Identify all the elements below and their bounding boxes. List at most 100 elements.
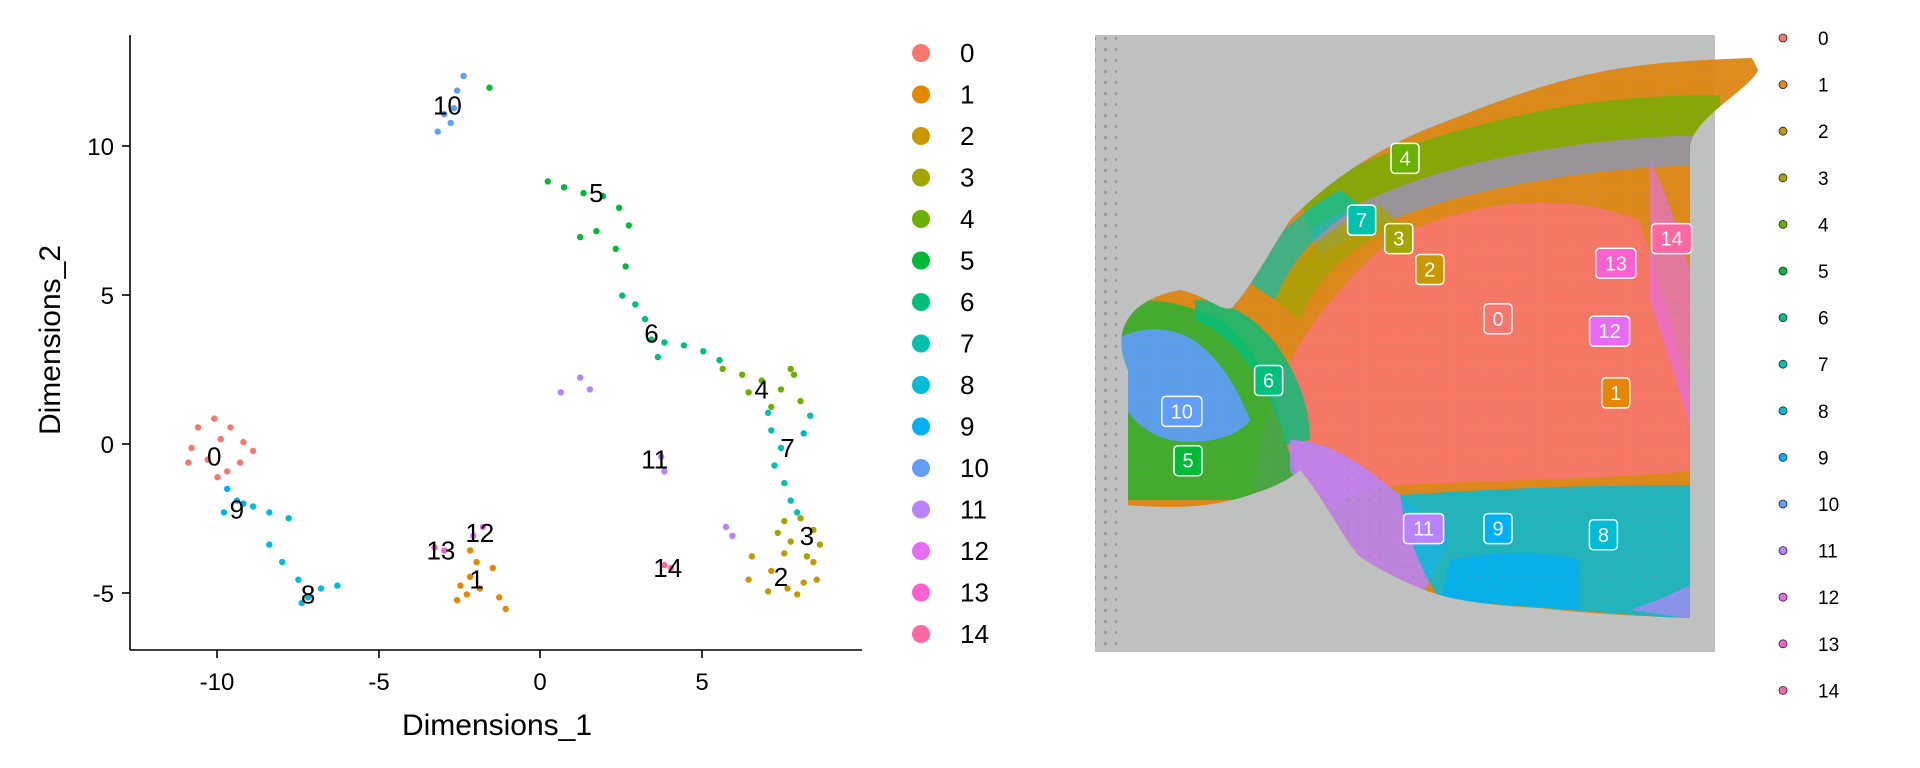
scatter-point-cluster-7 <box>768 427 775 434</box>
spatial-label-text: 7 <box>1356 210 1367 232</box>
scatter-point-cluster-5 <box>625 222 632 229</box>
scatter-point-cluster-0 <box>188 444 195 452</box>
spatial-label-group: 7 <box>1346 204 1377 236</box>
scatter-point-cluster-1 <box>457 582 464 589</box>
legend-label: 9 <box>1818 448 1829 469</box>
spatial-label-box <box>1384 222 1414 255</box>
scatter-point-cluster-9 <box>240 500 247 507</box>
scatter-point-cluster-1 <box>466 547 474 554</box>
legend-label: 2 <box>1818 122 1829 143</box>
scatter-point-cluster-8 <box>317 585 325 592</box>
scatter-point-cluster-5 <box>615 204 623 211</box>
scatter-point-cluster-1 <box>473 558 480 566</box>
scatter-point-cluster-5 <box>593 228 600 235</box>
legend-label: 8 <box>960 370 974 400</box>
spatial-label-group: 2 <box>1415 253 1445 286</box>
cluster-label: 5 <box>589 178 603 208</box>
legend-key <box>912 500 930 519</box>
legend-key <box>912 127 930 145</box>
scatter-point-cluster-4 <box>777 386 785 393</box>
scatter-point-cluster-3 <box>797 515 804 522</box>
spatial-label-text: 2 <box>1424 260 1435 282</box>
scatter-point-cluster-6 <box>641 315 649 323</box>
scatter-point-cluster-0 <box>224 468 231 475</box>
cluster-label: 2 <box>774 562 788 592</box>
spatial-label-box <box>1483 303 1513 335</box>
scatter-point-cluster-2 <box>748 553 756 560</box>
scatter-point-cluster-6 <box>716 356 723 364</box>
legend-label: 5 <box>960 246 974 276</box>
scatter-point-cluster-0 <box>211 415 218 422</box>
scatter-point-cluster-0 <box>194 424 202 431</box>
legend-key <box>1778 80 1788 89</box>
spatial-label-box <box>1601 377 1631 409</box>
spatial-label-box <box>1346 204 1377 236</box>
scatter-point-cluster-3 <box>810 526 817 534</box>
scatter-point-cluster-8 <box>279 558 286 566</box>
legend-label: 4 <box>1818 215 1829 236</box>
spatial-label-box <box>1588 315 1631 347</box>
spatial-label-group: 4 <box>1390 142 1420 175</box>
scatter-point-cluster-11 <box>658 453 665 460</box>
scatter-point-cluster-1 <box>489 564 496 572</box>
legend-label: 11 <box>1818 542 1838 563</box>
scatter-point-cluster-4 <box>768 403 775 411</box>
y-ticks: -5 0 5 10 <box>87 134 130 608</box>
spatial-label-group: 9 <box>1483 512 1513 545</box>
cluster-label: 14 <box>653 553 682 583</box>
legend-label: 13 <box>1818 635 1839 656</box>
cluster-label: 11 <box>641 445 668 475</box>
scatter-point-cluster-10 <box>434 128 441 135</box>
scatter-point-cluster-10 <box>453 87 461 94</box>
spatial-label-group: 11 <box>1402 512 1445 545</box>
cluster-label: 8 <box>301 579 315 609</box>
scatter-point-cluster-7 <box>787 497 794 504</box>
scatter-point-cluster-5 <box>577 233 584 241</box>
legend-label: 7 <box>1818 355 1829 376</box>
scatter-point-cluster-3 <box>816 541 824 548</box>
legend-key <box>1778 173 1788 183</box>
legend-label: 5 <box>1818 262 1829 283</box>
scatter-point-cluster-8 <box>266 541 273 548</box>
spatial-label-box <box>1650 222 1693 255</box>
scatter-point-cluster-11 <box>661 468 668 475</box>
spatial-label-box <box>1595 247 1637 280</box>
legend-key <box>1778 33 1788 43</box>
spatial-label-text: 1 <box>1610 383 1621 405</box>
legend-key <box>912 542 930 560</box>
scatter-point-cluster-1 <box>463 591 470 598</box>
legend-key <box>1778 499 1788 509</box>
umap-points <box>185 72 824 613</box>
legend-key <box>912 583 930 602</box>
scatter-point-cluster-11 <box>577 374 584 381</box>
scatter-point-cluster-6 <box>654 353 662 361</box>
legend-key <box>1778 266 1788 276</box>
legend-label: 3 <box>960 163 974 193</box>
cluster-label: 7 <box>780 433 794 463</box>
scatter-point-cluster-10 <box>441 110 448 118</box>
legend-key <box>1778 219 1788 229</box>
scatter-point-cluster-2 <box>784 585 791 592</box>
spatial-label-text: 9 <box>1492 519 1503 541</box>
scatter-point-cluster-4 <box>745 389 752 396</box>
scatter-point-cluster-5 <box>599 192 607 200</box>
scatter-point-cluster-7 <box>800 430 807 437</box>
scatter-point-cluster-6 <box>680 342 688 349</box>
spatial-label-text: 5 <box>1182 451 1193 473</box>
spatial-label-text: 13 <box>1605 253 1627 275</box>
scatter-point-cluster-2 <box>800 579 807 586</box>
legend-key <box>1778 313 1788 323</box>
y-tick-label: 0 <box>101 432 114 459</box>
legend-label: 12 <box>1818 588 1839 609</box>
scatter-point-cluster-9 <box>224 485 231 493</box>
scatter-point-cluster-6 <box>619 292 626 299</box>
scatter-point-cluster-4 <box>719 365 726 373</box>
scatter-point-cluster-0 <box>249 447 257 455</box>
spatial-label-text: 11 <box>1413 519 1434 541</box>
scatter-point-cluster-0 <box>214 474 221 481</box>
scatter-point-cluster-4 <box>787 365 794 373</box>
scatter-point-cluster-6 <box>648 336 655 343</box>
spatial-label-box <box>1483 512 1513 545</box>
y-axis-title: Dimensions_2 <box>34 245 67 435</box>
